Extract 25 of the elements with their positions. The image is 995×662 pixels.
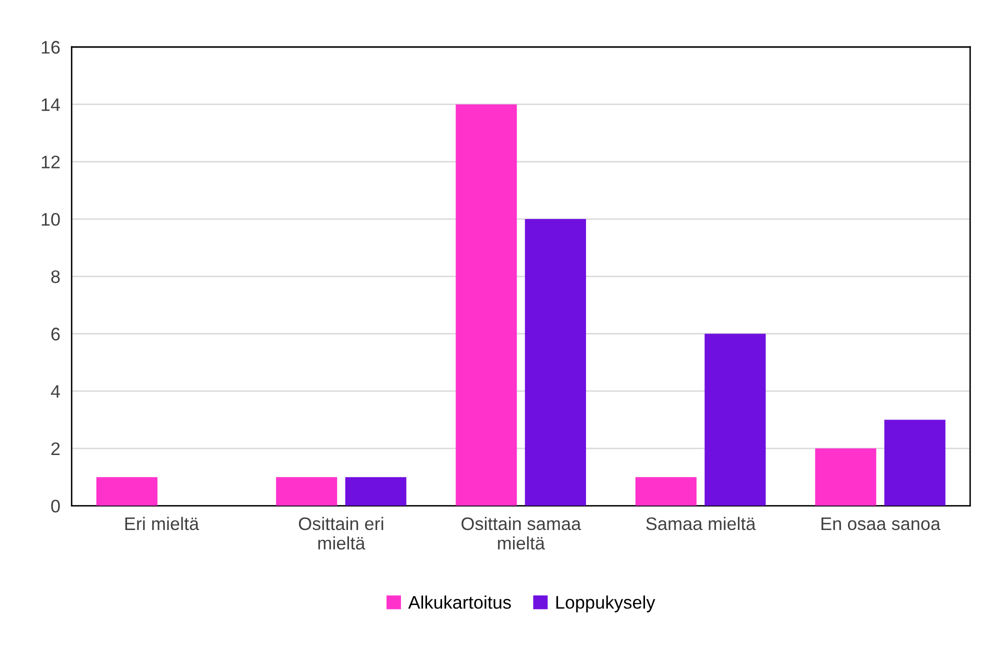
y-tick-label: 8 (51, 270, 60, 284)
x-tick-label: Samaa mieltä (646, 516, 756, 530)
y-tick-label: 14 (42, 98, 60, 111)
bar (276, 477, 338, 506)
x-tick-label: En osaa sanoa (822, 518, 941, 530)
y-tick-label: 4 (50, 385, 60, 398)
y-tick-label: 12 (42, 156, 60, 168)
legend-label: Alkukartoitus (408, 596, 511, 609)
legend-label: Loppukysely (556, 596, 656, 612)
y-tick-label: 0 (51, 500, 60, 512)
x-tick-label: Eri mieltä (125, 516, 200, 530)
bar (635, 477, 697, 506)
bar (524, 219, 586, 506)
bar (96, 477, 158, 506)
x-tick-label: Osittain samaa mieltä (462, 516, 582, 550)
bar (704, 334, 766, 506)
y-tick-label: 16 (42, 40, 60, 54)
bar (815, 448, 876, 506)
y-tick-label: 6 (51, 328, 60, 340)
x-tick-label: Osittain eri mieltä (298, 516, 384, 550)
bar (456, 104, 517, 506)
bar (345, 477, 406, 506)
bar (884, 420, 946, 506)
y-tick-label: 2 (51, 442, 60, 455)
y-tick-label: 10 (42, 212, 60, 226)
